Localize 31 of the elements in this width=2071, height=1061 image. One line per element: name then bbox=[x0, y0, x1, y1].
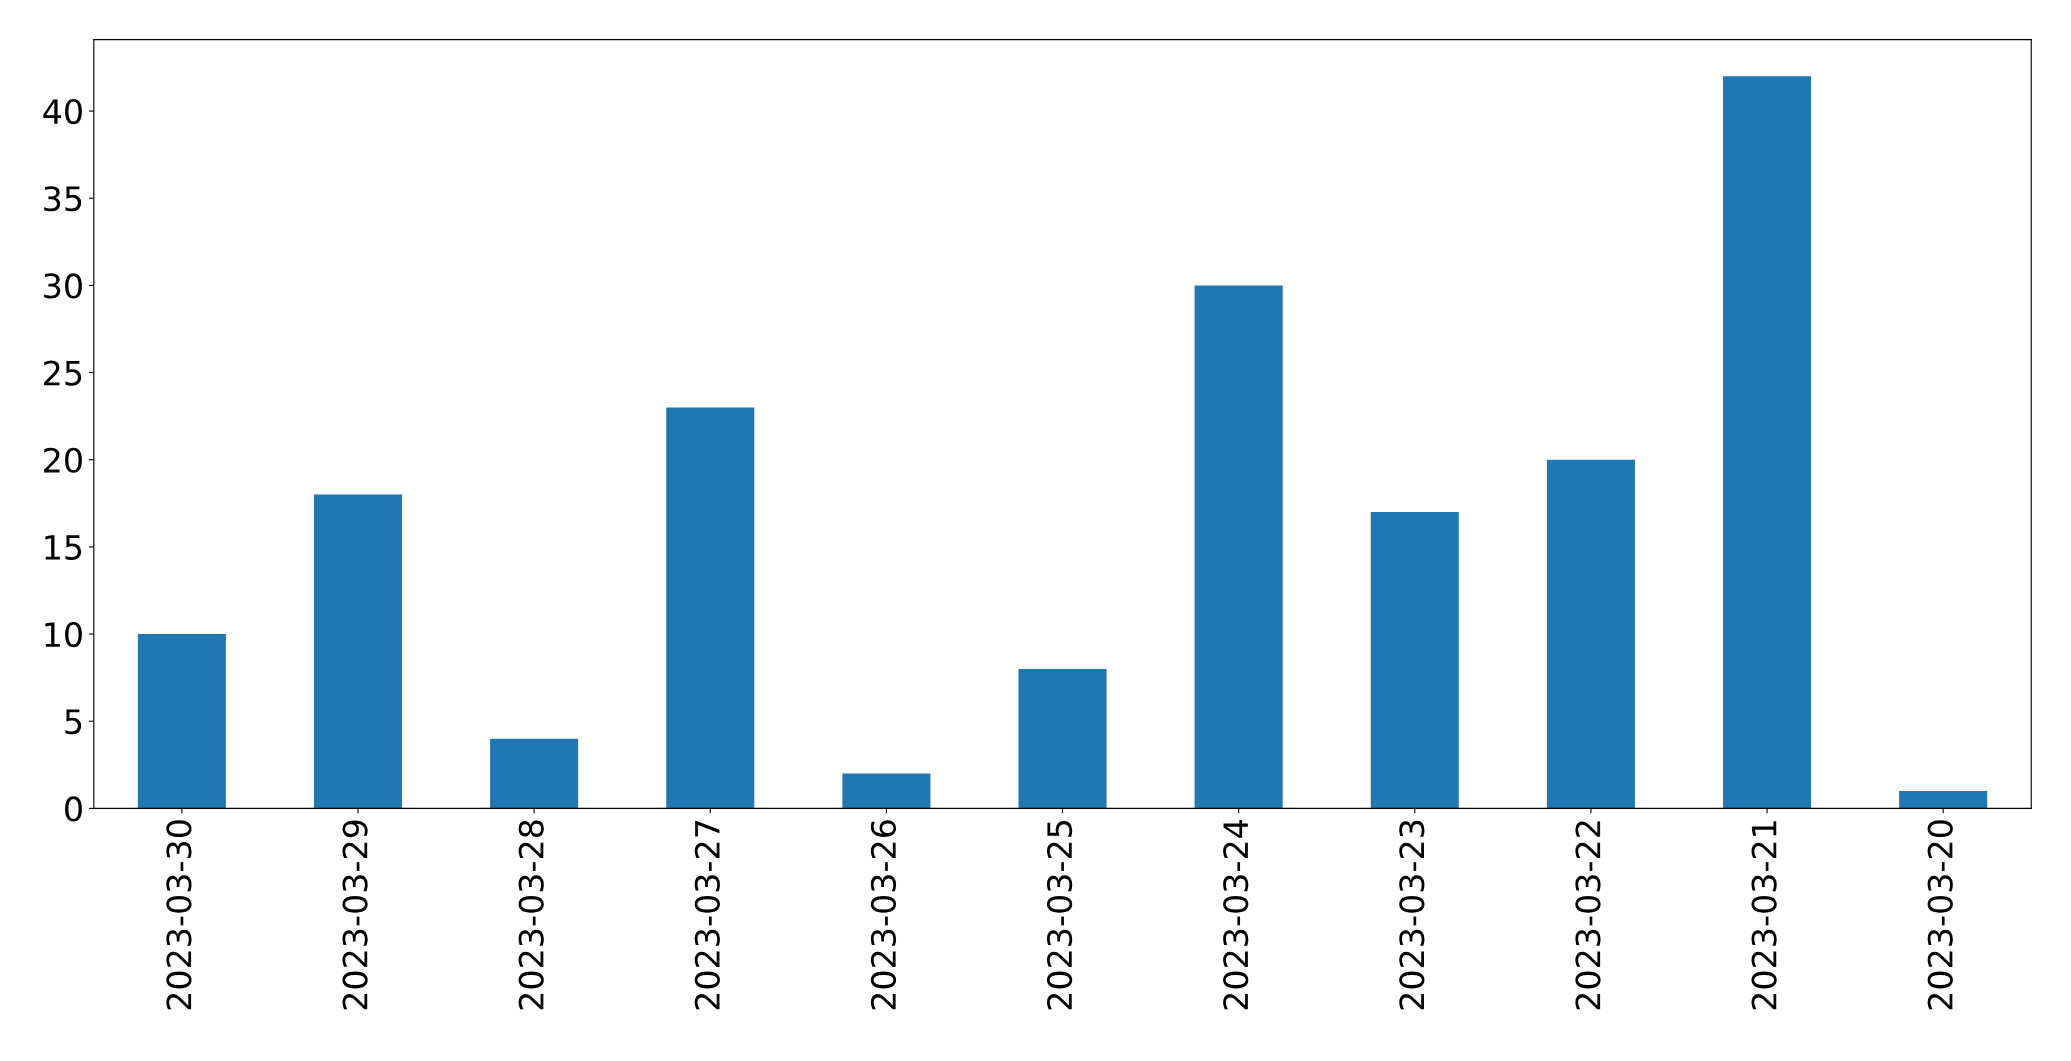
bar bbox=[1546, 459, 1635, 809]
bar bbox=[313, 494, 403, 809]
bar bbox=[137, 634, 226, 809]
y-tick-label: 40 bbox=[43, 98, 82, 125]
x-tick-label: 2023-03-23 bbox=[1399, 820, 1425, 1010]
x-tick-label: 2023-03-30 bbox=[166, 820, 192, 1010]
x-tick-label: 2023-03-20 bbox=[1927, 820, 1953, 1010]
y-tick-label: 5 bbox=[65, 709, 82, 735]
x-tick-label: 2023-03-21 bbox=[1751, 821, 1777, 1010]
y-tick-label: 25 bbox=[44, 360, 82, 386]
bar bbox=[1723, 76, 1812, 809]
y-tick-label: 20 bbox=[44, 447, 82, 473]
y-tick-label: 30 bbox=[44, 273, 82, 299]
y-tick-label: 35 bbox=[44, 186, 82, 212]
bar bbox=[666, 407, 755, 809]
x-tick-label: 2023-03-26 bbox=[870, 820, 897, 1010]
x-tick-label: 2023-03-25 bbox=[1046, 821, 1073, 1010]
bar bbox=[1194, 285, 1283, 809]
y-tick-label: 10 bbox=[45, 621, 82, 648]
bar bbox=[1899, 790, 1988, 809]
x-tick-label: 2023-03-22 bbox=[1575, 821, 1601, 1010]
bar bbox=[490, 738, 579, 809]
x-tick-label: 2023-03-24 bbox=[1223, 819, 1249, 1010]
bar bbox=[842, 773, 931, 809]
bar bbox=[1370, 512, 1459, 809]
x-tick-label: 2023-03-29 bbox=[342, 820, 368, 1010]
bar bbox=[1018, 668, 1107, 809]
y-tick-label: 0 bbox=[65, 796, 82, 822]
y-tick-label: 15 bbox=[45, 535, 82, 561]
x-tick-label: 2023-03-28 bbox=[518, 820, 544, 1010]
x-tick-label: 2023-03-27 bbox=[694, 820, 720, 1010]
